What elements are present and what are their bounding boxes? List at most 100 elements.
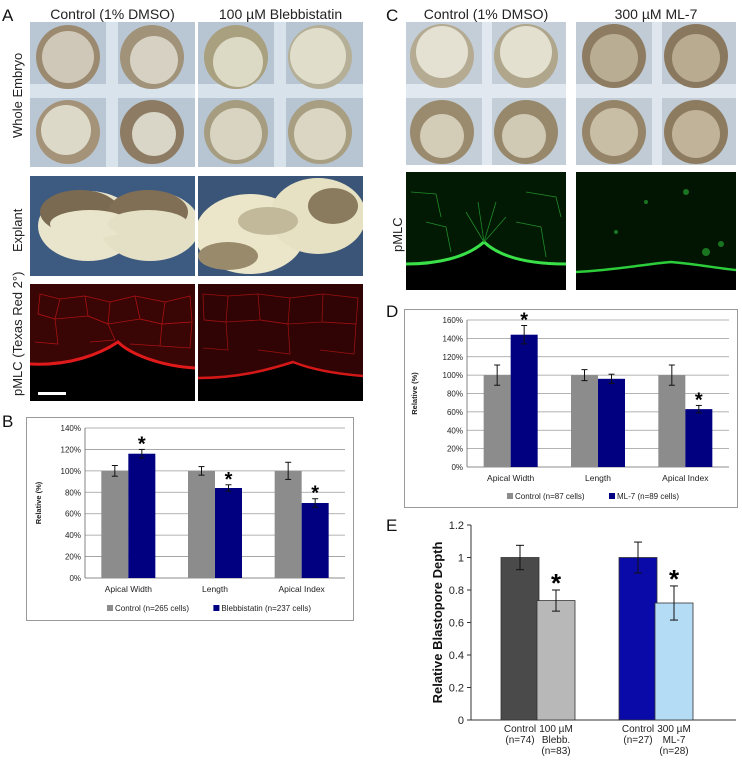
x-tick-label: ML-7 [663,735,686,746]
bar-1 [128,453,156,578]
y-tick-label: 100% [61,467,81,476]
legend-label: Control (n=87 cells) [515,492,585,501]
significance-star: * [520,310,528,332]
bar-0 [101,470,129,578]
significance-star: * [669,564,680,594]
panel-letter-c: C [386,6,399,25]
x-tick-label: Apical Index [279,584,326,594]
bar-0 [483,375,511,467]
panel-a-row-label-whole-embryo: Whole Embryo [10,52,25,138]
y-tick-label: 140% [61,424,81,433]
chart-d-frame: 0% 20% 40% 60% 80% 100% 120% 140% 160% * Apical Wi… [404,309,738,508]
y-tick-label: 40% [65,531,81,540]
chart-b-frame: 0% 20% 40% 60% 80% 100% 120% 140% * Apical Width *… [26,417,354,621]
legend-swatch [507,493,513,499]
y-tick-label: 60% [447,408,463,417]
bar [500,557,540,721]
significance-star: * [551,568,562,598]
legend-label: Blebbistatin (n=237 cells) [221,604,311,613]
x-tick-label: Control [504,724,536,735]
pmlc-control-red-photo [30,284,195,401]
y-tick-label: 80% [447,390,463,399]
y-axis-label: Relative (%) [410,372,419,415]
chart-b: 0% 20% 40% 60% 80% 100% 120% 140% * Apical Width *… [34,424,345,613]
bar [654,602,694,721]
y-tick-label: 0% [69,574,81,583]
panel-c-row-label-pmlc: pMLC [390,217,405,252]
bar-0 [571,375,598,467]
x-tick-label: 300 µM [657,724,691,735]
panel-letter-e: E [386,516,398,535]
y-tick-label: 140% [443,334,463,343]
x-tick-label: Control [622,724,654,735]
explant-blebbistatin-photo [198,176,363,276]
panel-c-col-title-control: Control (1% DMSO) [423,6,549,22]
legend-swatch [107,605,113,611]
panel-a-row-label-pmlc: pMLC (Texas Red 2°) [10,271,25,396]
panel-a-col-title-control: Control (1% DMSO) [50,6,175,22]
panel-letter-b: B [2,412,14,431]
y-tick-label: 60% [65,510,81,519]
y-tick-label: 80% [65,488,81,497]
bar-1 [598,378,625,467]
x-tick-label: Apical Index [662,473,709,483]
bar-0 [188,470,215,578]
bar-1 [215,488,242,578]
x-tick-label: Apical Width [487,473,535,483]
legend-swatch [213,605,220,611]
y-tick-label: 40% [447,426,463,435]
bar-0 [274,470,302,578]
y-axis-label: Relative (%) [34,481,43,524]
y-tick-label: 120% [443,353,463,362]
whole-embryo-control-photo [30,22,195,167]
chart-d: 0% 20% 40% 60% 80% 100% 120% 140% 160% * Apical Wi… [410,310,729,501]
y-tick-label: 0.6 [449,618,464,630]
x-tick-label: Blebb. [542,735,570,746]
y-tick-label: 20% [447,445,463,454]
y-tick-label: 0.2 [449,683,464,695]
bar-1 [510,334,538,467]
chart-e-area: 0 0.2 0.4 0.6 0.8 1 1.2 Control (n=74) * 100 µM Ble… [400,516,742,761]
legend-swatch [609,493,615,499]
y-tick-label: 0 [458,715,464,727]
bar-1 [685,409,713,467]
x-tick-label: 100 µM [539,724,573,735]
pmlc-blebbistatin-red-photo [198,284,363,401]
bar-1 [301,503,329,578]
x-tick-label: Length [202,584,228,594]
y-tick-label: 100% [443,371,463,380]
explant-control-photo [30,176,195,276]
x-tick-label: (n=83) [541,746,570,757]
y-tick-label: 1 [458,553,464,565]
significance-star: * [695,389,703,411]
significance-star: * [225,469,233,491]
x-tick-label: (n=28) [659,746,688,757]
panel-c-col-title-ml7: 300 µM ML-7 [614,6,698,22]
pmlc-ml7-green-photo [576,172,736,290]
y-axis-label: Relative Blastopore Depth [430,542,445,704]
panel-a-col-title-blebbistatin: 100 µM Blebbistatin [218,6,343,22]
y-tick-label: 1.2 [449,520,464,532]
y-tick-label: 120% [61,445,81,454]
panel-a-row-label-explant: Explant [10,208,25,252]
panel-letter-a: A [2,6,14,25]
whole-embryo-blebbistatin-photo [198,22,363,167]
y-tick-label: 20% [65,553,81,562]
bar-0 [658,375,686,467]
whole-embryo-ml7-photo [576,22,736,165]
x-tick-label: Apical Width [105,584,153,594]
x-tick-label: Length [585,473,611,483]
bar [536,600,576,721]
y-tick-label: 0.4 [449,650,464,662]
y-tick-label: 160% [443,316,463,325]
significance-star: * [311,483,319,505]
x-tick-label: (n=74) [505,735,534,746]
pmlc-control-green-photo [406,172,566,290]
bar [618,557,658,721]
significance-star: * [138,433,146,455]
legend-label: Control (n=265 cells) [115,604,189,613]
y-tick-label: 0% [451,463,463,472]
y-tick-label: 0.8 [449,585,464,597]
panel-letter-d: D [386,302,399,321]
